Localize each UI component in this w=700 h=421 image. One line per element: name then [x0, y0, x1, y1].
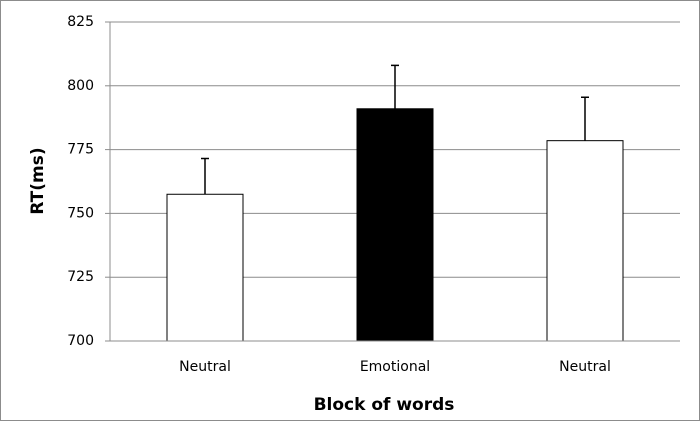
y-tick-label: 775: [67, 142, 94, 158]
y-tick-label: 825: [67, 14, 94, 30]
x-axis-label: Block of words: [314, 395, 455, 415]
error-bar: [581, 96, 589, 141]
bar: [356, 108, 434, 342]
y-axis-label: RT(ms): [28, 147, 48, 214]
x-tick-label: Emotional: [360, 359, 430, 375]
y-tick-label: 750: [67, 205, 94, 221]
y-tick-label: 700: [67, 333, 94, 349]
y-tick-label: 800: [67, 78, 94, 94]
bar: [166, 193, 244, 342]
error-bar: [201, 157, 209, 195]
bar: [546, 140, 624, 342]
y-tick-label: 725: [67, 269, 94, 285]
error-bar: [391, 64, 399, 109]
x-tick-label: Neutral: [179, 359, 231, 375]
x-tick-label: Neutral: [559, 359, 611, 375]
